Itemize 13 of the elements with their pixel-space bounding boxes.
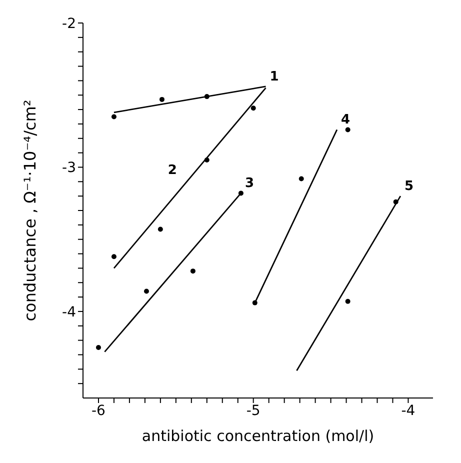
x-tick-label: -5 <box>246 402 260 419</box>
series-label: 4 <box>340 112 350 128</box>
y-axis-title: conductance , Ω⁻¹·10⁻⁴/cm² <box>20 100 40 322</box>
x-tick-label: -6 <box>92 402 106 419</box>
x-axis-title: antibiotic concentration (mol/l) <box>142 427 374 445</box>
series-label: 2 <box>168 163 177 178</box>
y-tick-label: -4 <box>62 304 76 320</box>
series-label: 1 <box>270 69 279 84</box>
y-tick-label: -3 <box>62 160 76 176</box>
series-label: 5 <box>404 179 414 194</box>
series-label: 3 <box>244 176 254 192</box>
x-tick-label: -4 <box>401 402 416 419</box>
y-tick-label: -2 <box>62 16 76 32</box>
